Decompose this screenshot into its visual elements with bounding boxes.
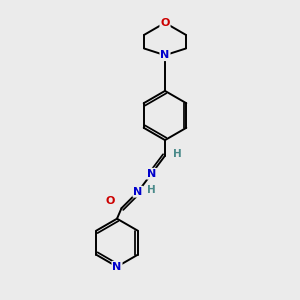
Text: N: N [147,169,156,179]
Text: O: O [105,196,115,206]
Text: N: N [134,187,142,197]
Text: N: N [112,262,122,272]
Text: O: O [160,18,170,28]
Text: H: H [173,149,182,159]
Text: H: H [147,185,156,195]
Text: N: N [160,50,169,60]
